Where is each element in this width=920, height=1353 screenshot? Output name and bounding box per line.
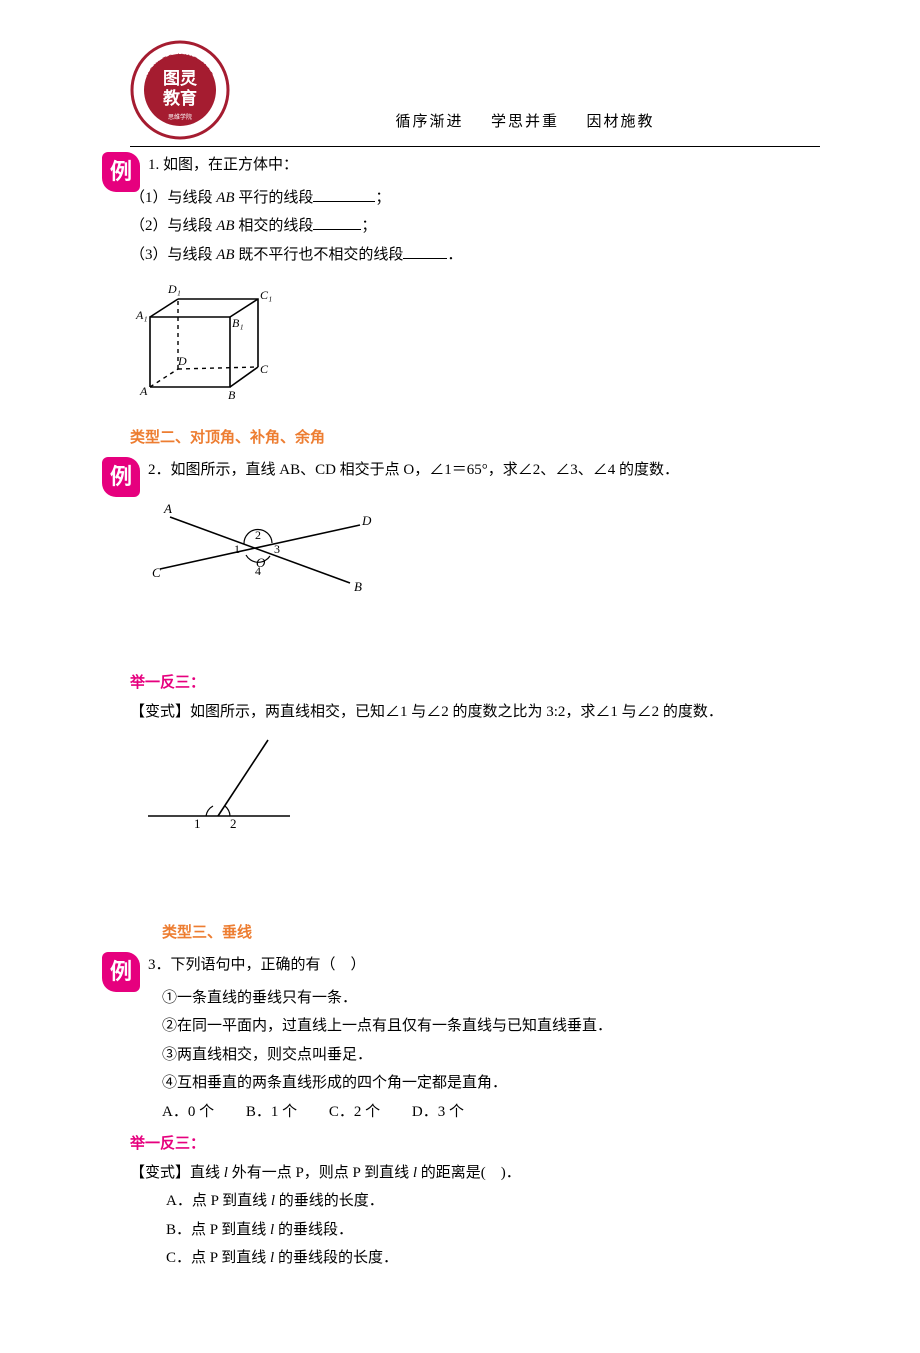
page-header: HOW TO MIND MAP 图灵 教育 思维学院 循序渐进 学思并重 因材施… <box>130 40 820 140</box>
blank[interactable] <box>313 215 361 230</box>
option-b[interactable]: B．1 个 <box>246 1098 297 1127</box>
q1-line3: （3）与线段 AB 既不平行也不相交的线段． <box>130 241 820 270</box>
svg-text:D₁: D₁ <box>167 282 181 296</box>
variant-title-2: 举一反三： <box>130 1130 820 1159</box>
example-tag-icon: 例 <box>102 457 140 497</box>
svg-text:教育: 教育 <box>162 88 197 108</box>
motto: 循序渐进 学思并重 因材施教 <box>230 108 820 141</box>
svg-text:1: 1 <box>194 816 201 831</box>
logo: HOW TO MIND MAP 图灵 教育 思维学院 <box>130 40 230 140</box>
svg-text:2: 2 <box>255 528 261 542</box>
svg-text:D: D <box>177 354 187 368</box>
motto-part: 循序渐进 <box>395 114 463 130</box>
option-d[interactable]: D．3 个 <box>412 1098 464 1127</box>
q2-figure: A B C D O 1 2 3 4 <box>130 497 820 608</box>
option-c[interactable]: C．2 个 <box>329 1098 380 1127</box>
q3v-option-b[interactable]: B．点 P 到直线 l 的垂线段． <box>130 1216 820 1245</box>
svg-text:D: D <box>361 513 372 528</box>
cube-figure: A B C D A₁ B₁ C₁ D₁ <box>130 277 820 418</box>
svg-text:C: C <box>260 362 269 376</box>
q3v-option-c[interactable]: C．点 P 到直线 l 的垂线段的长度． <box>130 1244 820 1273</box>
q3-options: A．0 个 B．1 个 C．2 个 D．3 个 <box>162 1098 820 1127</box>
motto-part: 因材施教 <box>587 114 655 130</box>
svg-text:C: C <box>152 565 161 580</box>
q3v-option-a[interactable]: A．点 P 到直线 l 的垂线的长度． <box>130 1187 820 1216</box>
motto-part: 学思并重 <box>491 114 559 130</box>
variant-title-1: 举一反三： <box>130 669 820 698</box>
svg-text:4: 4 <box>255 564 261 578</box>
header-rule <box>130 146 820 147</box>
q2v-text: 【变式】如图所示，两直线相交，已知∠1 与∠2 的度数之比为 3:2，求∠1 与… <box>130 698 820 727</box>
example-3-header: 例 3．下列语句中，正确的有（ ） <box>130 951 820 984</box>
svg-text:C₁: C₁ <box>260 288 272 302</box>
q1-lead: 1. 如图，在正方体中： <box>148 151 298 184</box>
svg-text:2: 2 <box>230 816 237 831</box>
q2-text: 2．如图所示，直线 AB、CD 相交于点 O，∠1＝65°，求∠2、∠3、∠4 … <box>148 456 679 489</box>
blank[interactable] <box>313 187 375 202</box>
example-tag-icon: 例 <box>102 952 140 992</box>
q3v-lead: 【变式】直线 l 外有一点 P，则点 P 到直线 l 的距离是( )． <box>130 1159 820 1188</box>
svg-text:B: B <box>354 579 362 594</box>
svg-text:图灵: 图灵 <box>163 69 198 88</box>
q3-s4: ④互相垂直的两条直线形成的四个角一定都是直角． <box>162 1069 820 1098</box>
svg-text:思维学院: 思维学院 <box>168 113 192 121</box>
q2v-figure: 1 2 <box>130 734 820 845</box>
blank[interactable] <box>403 244 447 259</box>
example-tag-icon: 例 <box>102 152 140 192</box>
example-1-header: 例 1. 如图，在正方体中： <box>130 151 820 184</box>
svg-text:A: A <box>139 384 148 398</box>
section-3-title: 类型三、垂线 <box>130 919 820 948</box>
example-2-header: 例 2．如图所示，直线 AB、CD 相交于点 O，∠1＝65°，求∠2、∠3、∠… <box>130 456 820 489</box>
svg-text:A₁: A₁ <box>135 308 148 322</box>
svg-text:B₁: B₁ <box>232 316 244 330</box>
q1-line2: （2）与线段 AB 相交的线段； <box>130 212 820 241</box>
q3-lead: 3．下列语句中，正确的有（ ） <box>148 951 366 984</box>
q3-s2: ②在同一平面内，过直线上一点有且仅有一条直线与已知直线垂直． <box>162 1012 820 1041</box>
svg-text:A: A <box>163 501 172 516</box>
svg-text:B: B <box>228 388 236 402</box>
option-a[interactable]: A．0 个 <box>162 1098 214 1127</box>
section-2-title: 类型二、对顶角、补角、余角 <box>130 424 820 453</box>
q3-s3: ③两直线相交，则交点叫垂足． <box>162 1041 820 1070</box>
q1-line1: （1）与线段 AB 平行的线段； <box>130 184 820 213</box>
svg-text:1: 1 <box>234 542 240 556</box>
svg-text:3: 3 <box>274 542 280 556</box>
q3-s1: ①一条直线的垂线只有一条． <box>162 984 820 1013</box>
